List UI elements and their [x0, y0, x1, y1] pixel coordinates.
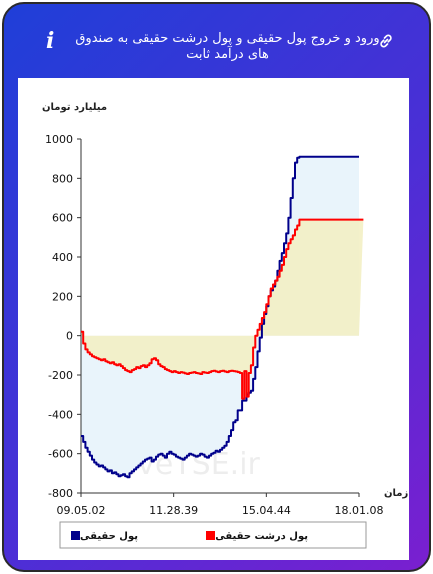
y-tick-label: 200: [52, 290, 73, 303]
y-axis-label: میلیارد تومان: [42, 102, 107, 113]
x-axis-label: زمان: [384, 488, 408, 499]
y-tick-label: 800: [52, 172, 73, 185]
y-tick-label: -400: [48, 408, 73, 421]
series-area-1: [81, 219, 364, 399]
y-tick-label: 600: [52, 212, 73, 225]
chart-panel: LiveTSE.ir 1000 800 600 400 200 0 -200 -400 -600…: [18, 78, 409, 560]
x-tick-label: 11.28.39: [149, 504, 198, 517]
x-tick-label: 09.05.02: [57, 504, 106, 517]
series-lines: [81, 155, 364, 479]
link-icon[interactable]: [377, 32, 395, 50]
y-tick-label: -800: [48, 487, 73, 500]
card-header: i ورود و خروج پول حقیقی و پول درشت حقیقی…: [4, 4, 429, 78]
legend-swatch-pool-dorosht: [206, 531, 215, 540]
y-tick-label: 400: [52, 251, 73, 264]
y-tick-label: 1000: [45, 133, 73, 146]
y-tick-label: -200: [48, 369, 73, 382]
y-tick-label: 0: [66, 330, 73, 343]
info-icon[interactable]: i: [46, 28, 55, 54]
x-tick-label: 15.04.44: [242, 504, 291, 517]
x-tick-label: 18.01.08: [335, 504, 384, 517]
series-line-0: [81, 155, 359, 479]
legend-label-pool-dorosht: پول درشت حقیقی: [215, 531, 308, 542]
legend-swatch-pool-haghighi: [71, 531, 80, 540]
legend-label-pool-haghighi: پول حقیقی: [80, 531, 138, 542]
axes: 1000 800 600 400 200 0 -200 -400 -600 -800 09.05.0…: [45, 133, 383, 517]
series-area-0: [81, 156, 359, 478]
series-line-1: [81, 218, 364, 400]
line-chart: LiveTSE.ir 10008006004002000-200-400-600…: [42, 102, 408, 549]
legend: پول حقیقی پول درشت حقیقی: [59, 521, 367, 549]
y-tick-label: -600: [48, 448, 73, 461]
chart-title: ورود و خروج پول حقیقی و پول درشت حقیقی ب…: [75, 31, 380, 62]
area-fills: [81, 156, 364, 478]
